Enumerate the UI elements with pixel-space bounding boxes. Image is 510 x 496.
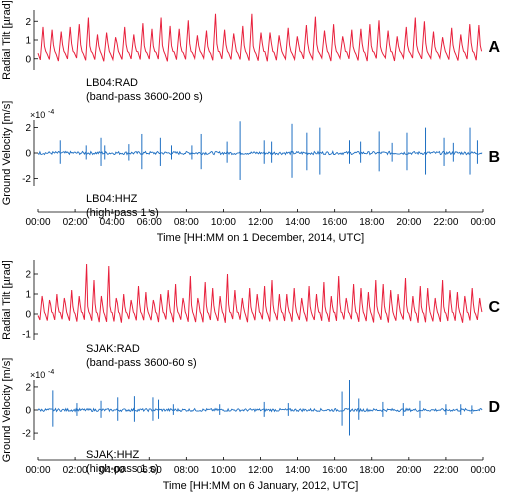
panel-D: 2 0 -2 Ground Velocity [m/s] ×10 -4 SJAK:HHZ (h… [1,358,500,492]
x-tick-label: 16:00 [322,217,347,228]
tilt-trace [37,13,483,62]
panel-C: 2 1 0 -1 Radial Tilt [µrad] SJAK:RAD (band-pas… [1,260,500,369]
x-tick-label: 04:00 [100,217,125,228]
x-tick-label: 10:00 [211,465,236,476]
x-axis-label: Time [HH:MM on 1 December, 2014, UTC] [157,232,364,244]
x-tick-label: 06:00 [137,465,162,476]
panel-B: 2 0 -2 Ground Velocity [m/s] ×10 -4 LB04:HHZ (h… [1,101,500,244]
x-tick-label: 12:00 [248,465,273,476]
x-tick-label: 00:00 [25,217,50,228]
station-label: LB04:RAD [86,77,138,89]
scale-exponent: -4 [48,109,54,116]
y-axis-label: Radial Tilt [µrad] [1,0,13,80]
y-tick-label: 0 [25,310,31,321]
x-tick-label: 00:00 [470,465,495,476]
x-tick-label: 08:00 [174,465,199,476]
station-label: SJAK:HHZ [86,449,139,461]
x-tick-label: 22:00 [433,217,458,228]
x-tick-label: 14:00 [285,217,310,228]
x-tick-label: 06:00 [137,217,162,228]
x-tick-label: 00:00 [25,465,50,476]
x-tick-label: 18:00 [359,217,384,228]
y-tick-label: -1 [22,330,31,341]
scale-exponent: -4 [48,369,54,376]
scale-label: ×10 [30,370,45,380]
x-tick-label: 14:00 [285,465,310,476]
y-axis-label: Ground Velocity [m/s] [1,358,13,463]
x-tick-label: 22:00 [433,465,458,476]
y-tick-label: 2 [25,123,31,134]
panel-letter: D [488,399,500,416]
panel-A: 2 1 0 Radial Tilt [µrad] LB04:RAD (band-pass … [1,0,500,103]
y-tick-label: 2 [25,17,31,28]
station-label: LB04:HHZ [86,193,138,205]
x-tick-label: 04:00 [100,465,125,476]
y-tick-label: -2 [22,429,31,440]
x-tick-label: 20:00 [396,465,421,476]
panel-letter: B [488,149,500,166]
y-tick-label: 0 [25,54,31,65]
y-tick-label: 0 [25,406,31,417]
y-axis-label: Radial Tilt [µrad] [1,260,13,340]
velocity-noise [37,407,483,413]
x-tick-label: 08:00 [174,217,199,228]
y-tick-label: 2 [25,382,31,393]
y-tick-label: 2 [25,270,31,281]
x-tick-label: 18:00 [359,465,384,476]
filter-label: (high-pass 1 s) [86,207,159,219]
panel-letter: C [488,299,500,316]
scale-label: ×10 [30,110,45,120]
y-tick-label: 1 [25,36,31,47]
y-tick-label: 0 [25,149,31,160]
x-tick-label: 16:00 [322,465,347,476]
filter-label: (band-pass 3600-60 s) [86,357,197,369]
tilt-trace [37,263,483,323]
panel-letter: A [488,39,500,56]
filter-label: (band-pass 3600-200 s) [86,91,203,103]
y-tick-label: -2 [22,174,31,185]
x-tick-label: 10:00 [211,217,236,228]
x-tick-label: 12:00 [248,217,273,228]
velocity-noise [37,150,483,156]
x-tick-label: 00:00 [470,217,495,228]
y-tick-label: 1 [25,290,31,301]
x-tick-label: 02:00 [63,217,88,228]
station-label: SJAK:RAD [86,343,140,355]
x-tick-label: 02:00 [63,465,88,476]
x-axis-label: Time [HH:MM on 6 January, 2012, UTC] [163,480,359,492]
filter-label: (high-pass 1 s) [86,463,159,475]
x-tick-label: 20:00 [396,217,421,228]
y-axis-label: Ground Velocity [m/s] [1,101,13,206]
